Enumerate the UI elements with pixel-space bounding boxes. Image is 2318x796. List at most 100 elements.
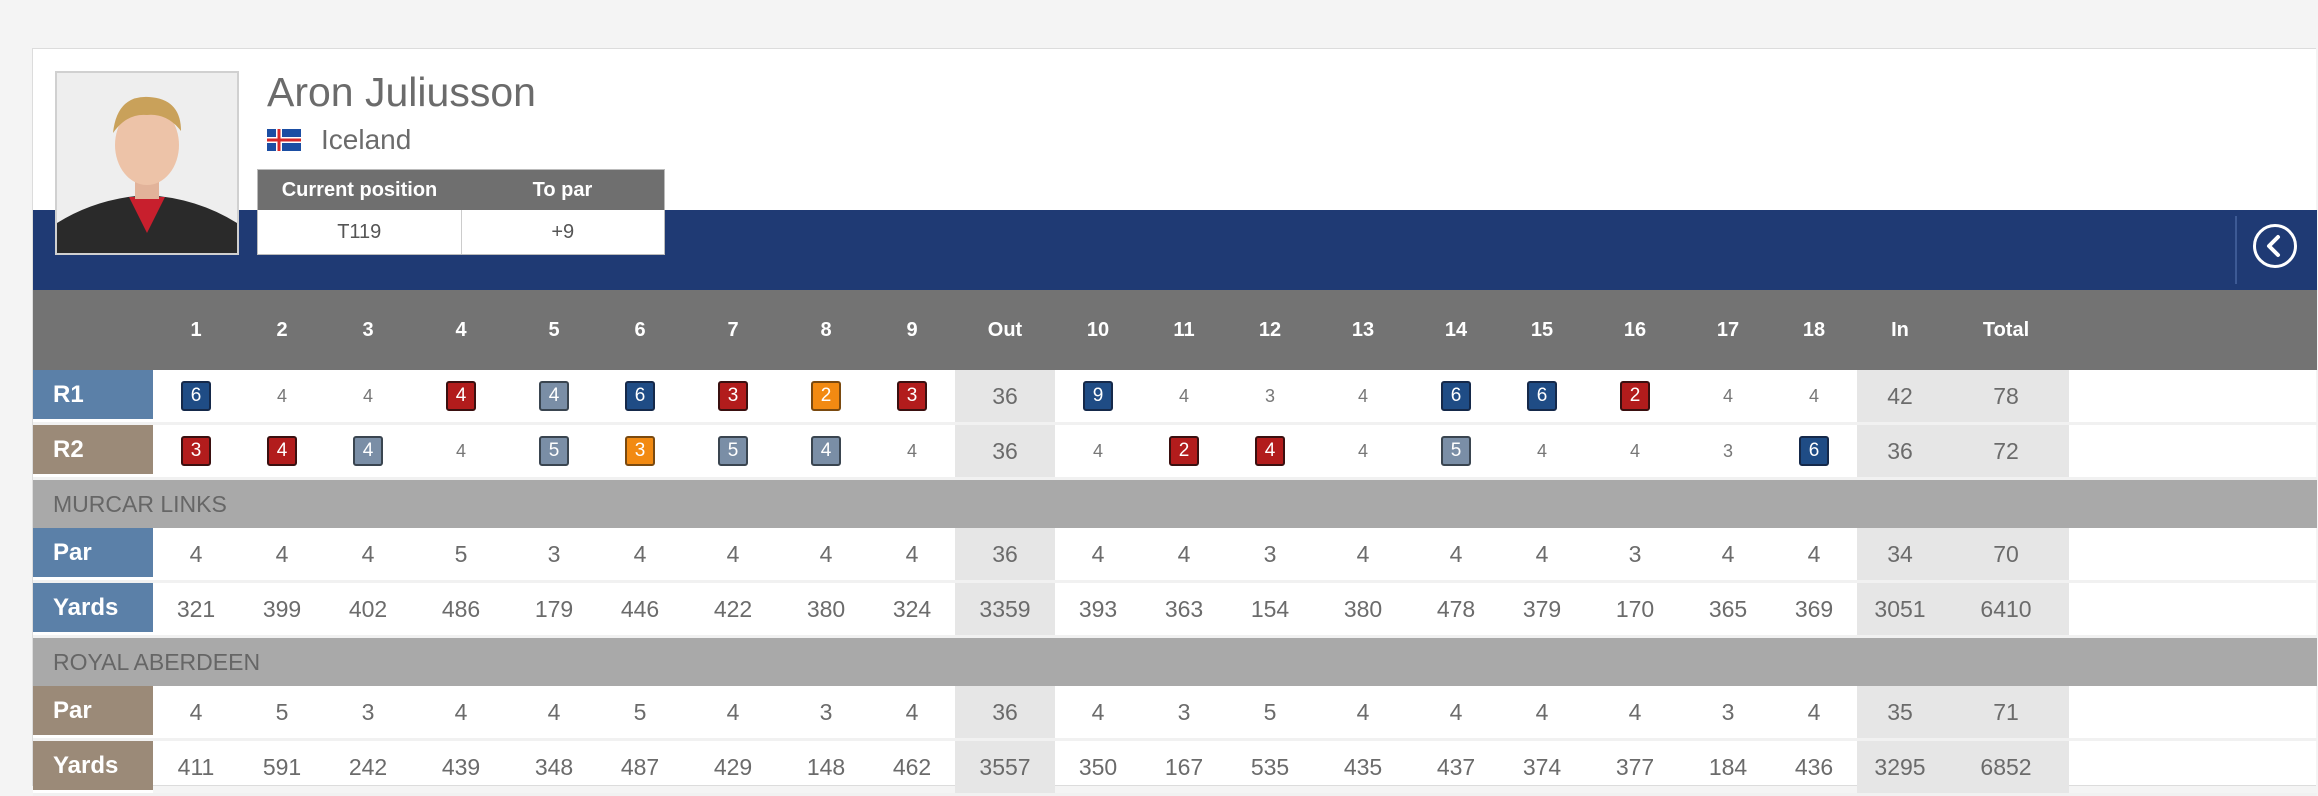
player-photo [55,71,239,255]
par-value: 4 [275,540,289,567]
par-value: 4 [1356,540,1370,567]
yards-value: 393 [1078,595,1118,622]
hole-score: 4 [455,440,466,461]
par-value: 5 [1263,698,1277,725]
hole-score: 72 [1943,425,2069,477]
back-button[interactable] [2253,224,2297,268]
score-badge: 6 [625,381,655,411]
yards-value: 3557 [955,741,1055,793]
score-badge: 3 [625,436,655,466]
yards-value: 486 [441,595,481,622]
hole-score: 6 [1499,370,1585,422]
header-cell: 1 [190,318,202,341]
par-value: 4 [547,698,561,725]
yards-value: 154 [1250,595,1290,622]
par-value: 5 [275,698,289,725]
hole-score: 4 [325,425,411,477]
hole-score: 4 [1722,385,1733,406]
yards-value: 437 [1436,753,1476,780]
par-value: 4 [905,698,919,725]
hole-score: 4 [362,385,373,406]
position-box: Current position To par T119 +9 [257,169,665,255]
par-value: 4 [361,540,375,567]
score-badge: 4 [267,436,297,466]
yards-value: 179 [534,595,574,622]
yards-value: 6410 [1943,583,2069,635]
par-value: 4 [1177,540,1191,567]
yards-value: 369 [1794,595,1834,622]
hole-score: 3 [683,370,783,422]
par-value: 4 [1091,698,1105,725]
header-cell: 4 [455,318,467,341]
hole-score: 4 [1092,440,1103,461]
yards-label: Yards [33,741,153,793]
hole-score: 3 [1722,440,1733,461]
hole-score: 6 [153,370,239,422]
par-value: 4 [1807,698,1821,725]
hole-score: 3 [1264,385,1275,406]
score-badge: 5 [539,436,569,466]
country-name: Iceland [321,124,412,155]
hole-score: 4 [1808,385,1819,406]
score-badge: 2 [811,381,841,411]
header-cell: 7 [727,318,739,341]
yards-value: 478 [1436,595,1476,622]
yards-label: Yards [33,583,153,635]
par-row: Par 4 5 3 4 4 5 4 3 4 36 4 3 5 4 4 4 4 3 4 35 71 [33,686,2317,741]
par-value: 34 [1857,528,1943,580]
header-cell: 3 [362,318,374,341]
yards-value: 380 [806,595,846,622]
score-badge: 6 [181,381,211,411]
hole-score: 6 [1413,370,1499,422]
to-par-value: +9 [460,210,665,254]
yards-value: 591 [262,753,302,780]
par-value: 4 [726,540,740,567]
yards-value: 487 [620,753,660,780]
scorecard-table: 1 2 3 4 5 6 7 8 9 Out 10 11 12 13 14 15 16 17 18 In Total R1 6… [33,290,2317,796]
hole-score: 2 [783,370,869,422]
iceland-flag-icon [267,129,301,151]
score-badge: 4 [539,381,569,411]
hole-score: 4 [1357,385,1368,406]
band-divider [2235,216,2237,284]
hole-score: 2 [1585,370,1685,422]
header-cell: 5 [548,318,560,341]
score-badge: 4 [446,381,476,411]
header-cell: 9 [906,318,918,341]
round-row-r2: R2 3 4 4 4 5 3 5 4 4 36 4 2 4 4 5 4 4 3 6 36 72 [33,425,2317,480]
par-value: 4 [1721,540,1735,567]
hole-score: 4 [1536,440,1547,461]
yards-value: 148 [806,753,846,780]
yards-value: 380 [1343,595,1383,622]
header-cell: 15 [1530,318,1554,341]
par-value: 3 [1177,698,1191,725]
score-badge: 4 [353,436,383,466]
yards-value: 402 [348,595,388,622]
hole-score: 36 [1857,425,1943,477]
header-cell: 17 [1716,318,1740,341]
yards-value: 350 [1078,753,1118,780]
header-cell: 2 [276,318,288,341]
course-name: MURCAR LINKS [33,480,2317,528]
header-cell: 6 [634,318,646,341]
yards-value: 365 [1708,595,1748,622]
par-value: 35 [1857,686,1943,738]
score-badge: 5 [718,436,748,466]
player-name: Aron Juliusson [267,69,536,115]
yards-value: 436 [1794,753,1834,780]
yards-value: 429 [713,753,753,780]
par-value: 4 [1535,698,1549,725]
yards-value: 535 [1250,753,1290,780]
header-cell: 12 [1258,318,1282,341]
hole-score: 4 [411,370,511,422]
yards-value: 170 [1615,595,1655,622]
hole-score: 5 [1413,425,1499,477]
par-value: 3 [1721,698,1735,725]
par-value: 71 [1943,686,2069,738]
yards-value: 422 [713,595,753,622]
yards-value: 348 [534,753,574,780]
round-row-r1: R1 6 4 4 4 4 6 3 2 3 36 9 4 3 4 6 6 2 4 4 42 78 [33,370,2317,425]
score-badge: 2 [1169,436,1199,466]
par-value: 4 [1449,540,1463,567]
par-value: 3 [819,698,833,725]
